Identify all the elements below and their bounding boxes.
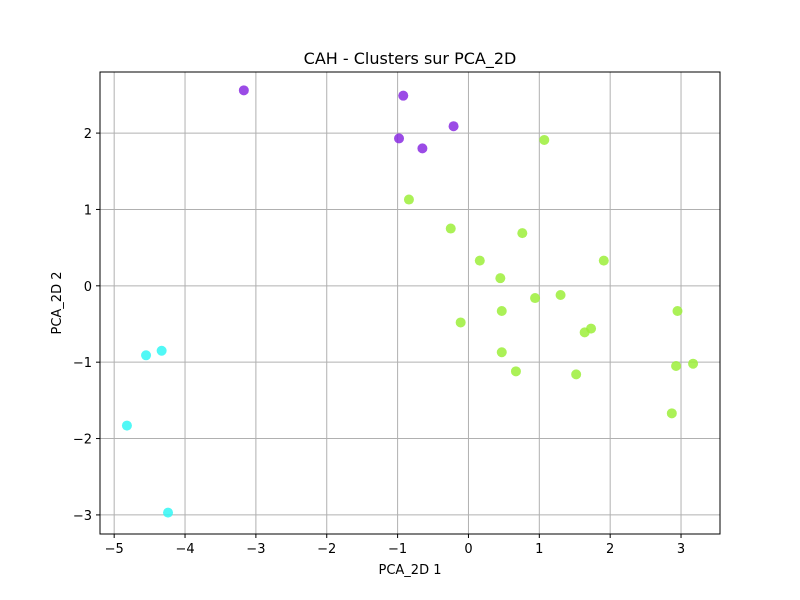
grid [100, 72, 720, 534]
data-point-cluster-1 [448, 121, 459, 132]
plot-frame [99, 71, 721, 535]
data-point-cluster-3 [163, 507, 174, 518]
data-point-cluster-2 [666, 408, 677, 419]
y-tick-label: 2 [84, 127, 92, 142]
data-point-cluster-3 [156, 345, 167, 356]
x-tick-label: 0 [464, 542, 472, 557]
data-points [121, 85, 699, 518]
x-tick-label: 2 [606, 542, 614, 557]
data-point-cluster-1 [417, 143, 428, 154]
data-point-cluster-2 [672, 306, 683, 317]
data-point-cluster-3 [141, 350, 152, 361]
data-point-cluster-2 [403, 194, 414, 205]
x-tick-label: −1 [388, 542, 407, 557]
data-point-cluster-2 [688, 358, 699, 369]
data-point-cluster-2 [671, 361, 682, 371]
data-point-cluster-3 [121, 420, 132, 431]
data-point-cluster-1 [394, 133, 405, 144]
data-point-cluster-1 [238, 85, 249, 96]
data-point-cluster-2 [495, 273, 506, 284]
x-tick-label: 1 [535, 542, 543, 557]
y-tick-label: −2 [73, 433, 92, 448]
x-tick-label: −4 [175, 542, 194, 557]
data-point-cluster-2 [496, 347, 507, 358]
data-point-cluster-2 [510, 366, 521, 377]
y-axis-label: PCA_2D 2 [50, 272, 65, 335]
x-tick-label: −3 [246, 542, 265, 557]
x-tick-label: −2 [317, 542, 336, 557]
x-tick-label: 3 [677, 542, 685, 557]
data-point-cluster-2 [571, 369, 582, 380]
axis-ticks: −5 −4 −3 −2 −1 0 1 2 3 −3 −2 −1 0 1 2 [73, 127, 685, 557]
data-point-cluster-2 [555, 289, 566, 300]
data-point-cluster-2 [474, 255, 485, 266]
data-point-cluster-2 [530, 293, 541, 304]
y-tick-label: −1 [73, 356, 92, 371]
data-point-cluster-2 [496, 306, 507, 317]
x-tick-label: −5 [105, 542, 124, 557]
chart-title: CAH - Clusters sur PCA_2D [304, 49, 517, 69]
y-tick-label: −3 [73, 509, 92, 524]
x-axis-label: PCA_2D 1 [379, 563, 442, 578]
data-point-cluster-2 [517, 228, 528, 239]
data-point-cluster-1 [398, 90, 409, 101]
y-tick-label: 1 [84, 203, 92, 218]
data-point-cluster-2 [539, 134, 550, 145]
data-point-cluster-2 [598, 255, 609, 266]
y-tick-label: 0 [84, 280, 92, 295]
data-point-cluster-2 [455, 317, 466, 328]
data-point-cluster-2 [445, 223, 456, 234]
data-point-cluster-2 [579, 327, 590, 338]
